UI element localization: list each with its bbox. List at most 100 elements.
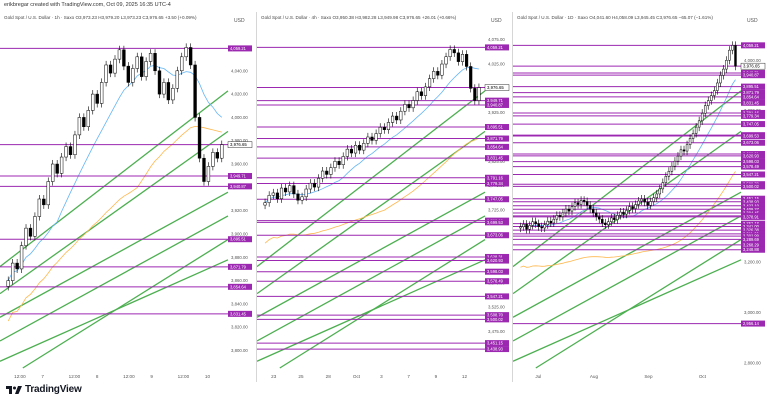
- candle: [688, 138, 692, 146]
- candle: [42, 198, 46, 206]
- candle: [546, 220, 549, 225]
- ma-orange-line: [520, 171, 736, 268]
- candle: [19, 245, 24, 270]
- candle: [131, 68, 135, 83]
- trend-line: [0, 90, 229, 268]
- candle: [24, 227, 28, 246]
- candle: [456, 52, 460, 62]
- trend-line: [0, 191, 229, 318]
- level-tag: [485, 312, 509, 319]
- chart-svg-4h[interactable]: 3,475.003,525.003,575.003,625.003,675.00…: [257, 12, 511, 382]
- chart-panel-1h[interactable]: 3,800.00 3,820.00 3,840.00 3,860.00 3,880.00…: [0, 12, 254, 382]
- level-tag: [741, 227, 765, 234]
- candle: [59, 156, 64, 174]
- panel-title: Gold Spot / U.S. Dollar · 4h · Saxo O3,9…: [261, 15, 457, 20]
- current-price-tag: [740, 62, 766, 70]
- candle: [576, 202, 580, 205]
- y-tick-label: 3,825.00: [488, 159, 505, 164]
- level-tag: [741, 206, 765, 213]
- level-label: 3,302.99: [743, 234, 760, 239]
- ma-orange-line: [7, 125, 222, 322]
- level-label: 3,791.16: [487, 175, 504, 180]
- candle: [284, 187, 288, 193]
- candle: [10, 262, 15, 281]
- candle: [108, 64, 113, 74]
- candle: [370, 136, 374, 141]
- candle: [267, 195, 271, 203]
- candle: [477, 87, 481, 101]
- level-label: 3,747.05: [487, 197, 504, 202]
- chart-svg-1d[interactable]: 2,800.003,000.003,200.003,400.003,600.00…: [513, 12, 767, 382]
- candle: [162, 82, 166, 95]
- level-tag: [741, 158, 765, 165]
- y-tick-label: 3,200.00: [744, 260, 761, 265]
- level-label: 3,451.15: [743, 196, 760, 201]
- level-tag: [485, 174, 509, 181]
- x-tick-label: 7: [407, 374, 410, 379]
- candle: [263, 202, 267, 206]
- level-tag: [228, 236, 252, 243]
- candle: [358, 145, 362, 151]
- level-tag: [741, 213, 765, 220]
- level-label: 4,059.21: [743, 43, 760, 48]
- candle: [658, 188, 662, 195]
- level-tag: [741, 121, 765, 128]
- candle: [661, 182, 665, 190]
- candle: [579, 200, 583, 205]
- level-tag: [485, 219, 509, 226]
- panel-title: Gold Spot / U.S. Dollar · 1D · Saxo O4,0…: [517, 15, 713, 20]
- candle: [691, 133, 695, 139]
- chart-svg-1h[interactable]: 3,800.00 3,820.00 3,840.00 3,860.00 3,880.00…: [0, 12, 254, 382]
- candle: [628, 206, 631, 211]
- level-label: 3,268.29: [743, 242, 760, 247]
- level-label: 4,059.21: [487, 45, 504, 50]
- candle: [378, 127, 382, 134]
- x-tick-label: 7: [41, 374, 44, 379]
- level-tag: [228, 263, 252, 270]
- level-label: 3,438.93: [487, 347, 504, 352]
- level-tag: [741, 163, 765, 170]
- y-tick-label: 3,880.00: [231, 255, 248, 260]
- level-tag: [741, 72, 765, 79]
- candle: [117, 49, 122, 60]
- y-tick-label: 3,960.00: [231, 162, 248, 167]
- y-tick-label: 3,840.00: [231, 301, 248, 306]
- tradingview-logo[interactable]: TradingView: [6, 384, 82, 395]
- y-tick-label: 4,075.00: [488, 37, 505, 42]
- level-tag: [485, 180, 509, 187]
- candle: [180, 56, 184, 72]
- level-label: 3,547.21: [743, 172, 760, 177]
- candle: [694, 126, 698, 134]
- chart-panel-4h[interactable]: 3,475.003,525.003,575.003,625.003,675.00…: [257, 12, 511, 382]
- candle: [304, 188, 308, 198]
- level-label: 3,747.05: [743, 122, 760, 127]
- candle: [564, 208, 568, 214]
- level-label: 4,059.21: [230, 46, 247, 51]
- candle: [113, 58, 117, 74]
- x-tick-label: 23: [271, 374, 277, 379]
- candle: [555, 215, 559, 220]
- panel-divider[interactable]: [512, 12, 513, 382]
- candle: [552, 218, 556, 224]
- level-tag: [485, 293, 509, 300]
- candle: [716, 82, 719, 91]
- candle: [585, 201, 589, 206]
- chart-panel-1d[interactable]: 2,800.003,000.003,200.003,400.003,600.00…: [513, 12, 767, 382]
- candle: [374, 133, 378, 141]
- candle: [193, 64, 197, 118]
- level-tag: [228, 173, 252, 180]
- level-label: 3,831.45: [230, 311, 247, 316]
- level-label: 3,854.64: [487, 144, 504, 149]
- panel-divider[interactable]: [256, 12, 257, 382]
- level-label: 3,248.88: [743, 247, 760, 252]
- candle: [534, 221, 537, 224]
- trend-line: [22, 239, 229, 369]
- level-label: 3,409.27: [743, 207, 760, 212]
- x-tick-label: 9: [435, 374, 438, 379]
- trend-line: [513, 90, 742, 268]
- level-label: 3,949.71: [487, 98, 504, 103]
- level-tag: [741, 152, 765, 159]
- level-tag: [485, 124, 509, 131]
- candle: [68, 146, 73, 155]
- x-tick-label: Jul: [535, 374, 541, 379]
